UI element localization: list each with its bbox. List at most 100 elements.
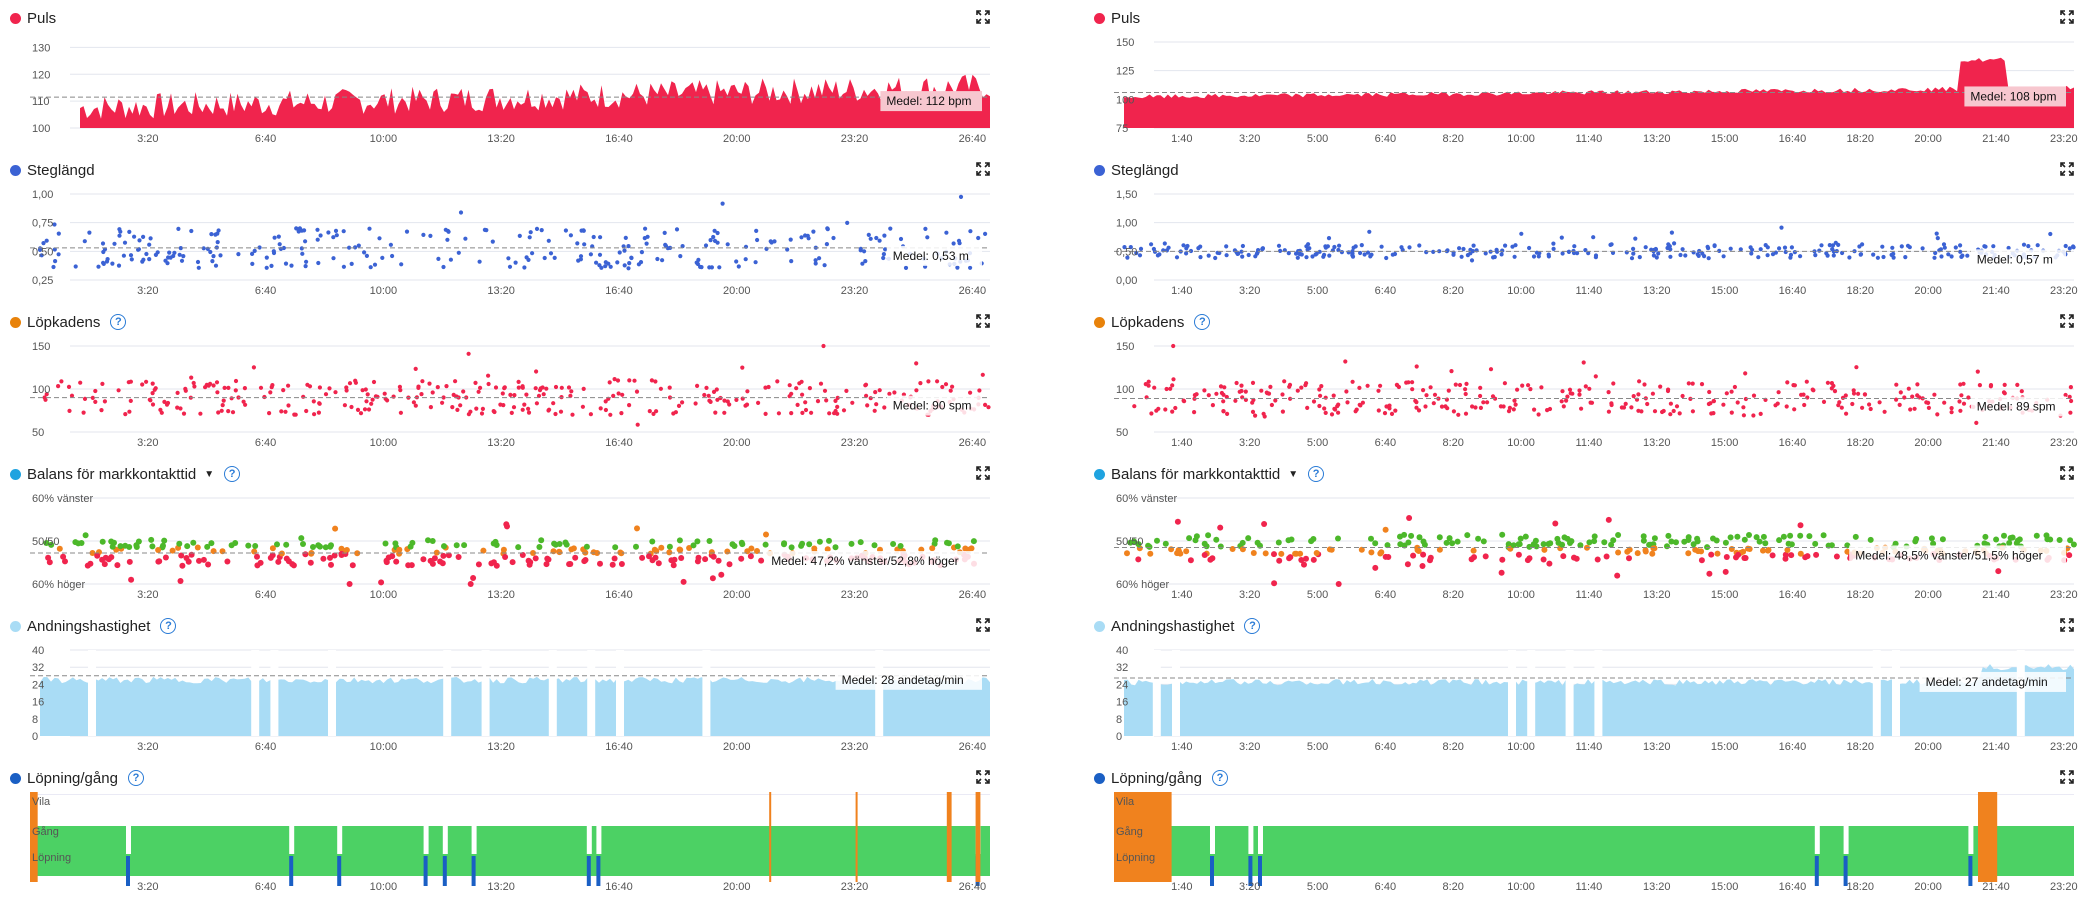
data-point <box>1505 541 1512 548</box>
data-point <box>1427 557 1433 564</box>
data-point <box>453 542 460 549</box>
expand-icon[interactable] <box>976 466 990 480</box>
expand-icon[interactable] <box>976 162 990 176</box>
data-point <box>216 228 221 233</box>
data-point <box>591 234 596 240</box>
mean-label: Medel: 89 spm <box>1977 399 2056 413</box>
help-icon[interactable]: ? <box>1211 770 1228 786</box>
data-point <box>110 261 115 266</box>
data-point <box>62 558 68 565</box>
expand-icon[interactable] <box>976 10 990 24</box>
help-icon[interactable]: ? <box>127 770 144 786</box>
expand-icon[interactable] <box>976 770 990 784</box>
data-point <box>1234 380 1239 386</box>
expand-icon[interactable] <box>976 314 990 328</box>
data-point <box>526 257 531 262</box>
help-icon[interactable]: ? <box>1244 618 1261 634</box>
data-point <box>615 378 621 383</box>
data-point <box>1572 244 1577 249</box>
data-point <box>1983 244 1988 249</box>
data-point <box>1619 405 1624 410</box>
data-point <box>1586 539 1593 546</box>
data-point <box>881 255 886 261</box>
data-point <box>1560 251 1565 256</box>
data-point <box>1295 388 1300 393</box>
data-point <box>1668 247 1673 252</box>
data-point <box>724 548 731 555</box>
data-point <box>264 265 269 270</box>
data-point <box>1446 388 1451 393</box>
expand-icon[interactable] <box>2060 314 2074 328</box>
data-point <box>647 409 652 414</box>
data-point <box>66 384 72 389</box>
gap-marker <box>1527 650 1536 736</box>
data-point <box>179 562 186 569</box>
data-point <box>1181 243 1186 248</box>
data-point <box>1727 534 1734 541</box>
cadence-panel: Löpkadens? 150 100 50 1:40 3:20 5:00 6:40 8:20 10… <box>1084 304 2084 456</box>
data-point <box>1722 539 1729 546</box>
dropdown-caret-icon[interactable]: ▼ <box>1288 468 1299 480</box>
help-icon[interactable]: ? <box>224 466 241 482</box>
data-point <box>1735 551 1742 558</box>
data-point <box>1614 572 1621 579</box>
data-point <box>198 411 203 416</box>
expand-icon[interactable] <box>2060 162 2074 176</box>
data-point <box>1924 400 1929 405</box>
data-point <box>1357 402 1362 407</box>
data-point <box>608 264 613 269</box>
y-tick-label: 60% höger <box>32 579 86 591</box>
data-point <box>914 361 919 366</box>
data-point <box>898 236 904 242</box>
data-point <box>1323 395 1328 400</box>
data-point <box>1651 253 1656 258</box>
help-icon[interactable]: ? <box>160 618 177 634</box>
data-point <box>1420 551 1427 558</box>
gap-marker <box>481 650 490 736</box>
data-point <box>598 406 603 411</box>
expand-icon[interactable] <box>2060 770 2074 784</box>
data-point <box>1882 409 1887 414</box>
data-point <box>89 550 96 556</box>
data-point <box>722 410 727 415</box>
data-point <box>1154 537 1160 544</box>
data-point <box>1685 537 1692 543</box>
data-point <box>2069 398 2074 404</box>
data-point <box>754 228 759 233</box>
data-point <box>205 561 212 568</box>
run-bar <box>596 856 601 886</box>
help-icon[interactable]: ? <box>1308 466 1325 482</box>
series-color-dot <box>10 620 21 632</box>
data-point <box>1522 533 1529 540</box>
dropdown-caret-icon[interactable]: ▼ <box>204 468 215 480</box>
expand-icon[interactable] <box>976 618 990 632</box>
help-icon[interactable]: ? <box>110 314 127 330</box>
data-point <box>1276 557 1283 564</box>
data-point <box>181 411 187 416</box>
data-point <box>1760 547 1766 554</box>
data-point <box>710 553 717 560</box>
data-point <box>1171 343 1176 349</box>
data-point <box>1890 245 1895 250</box>
data-point <box>1656 251 1661 256</box>
x-tick-label: 6:40 <box>1375 133 1396 145</box>
data-point <box>1889 252 1894 257</box>
data-point <box>1806 533 1813 540</box>
data-point <box>1965 253 1970 258</box>
x-tick-label: 13:20 <box>487 285 515 297</box>
y-tick-label: 24 <box>1116 679 1128 691</box>
data-point <box>1278 550 1285 557</box>
data-point <box>1788 552 1795 559</box>
data-point <box>1606 390 1611 395</box>
expand-icon[interactable] <box>2060 618 2074 632</box>
expand-icon[interactable] <box>2060 10 2074 24</box>
data-point <box>1162 540 1169 547</box>
expand-icon[interactable] <box>2060 466 2074 480</box>
x-tick-label: 20:00 <box>1914 437 1942 449</box>
data-point <box>425 537 431 544</box>
data-point <box>1217 524 1224 531</box>
help-icon[interactable]: ? <box>1194 314 1211 330</box>
data-point <box>1473 405 1478 410</box>
data-point <box>522 265 527 270</box>
data-point <box>833 398 838 403</box>
